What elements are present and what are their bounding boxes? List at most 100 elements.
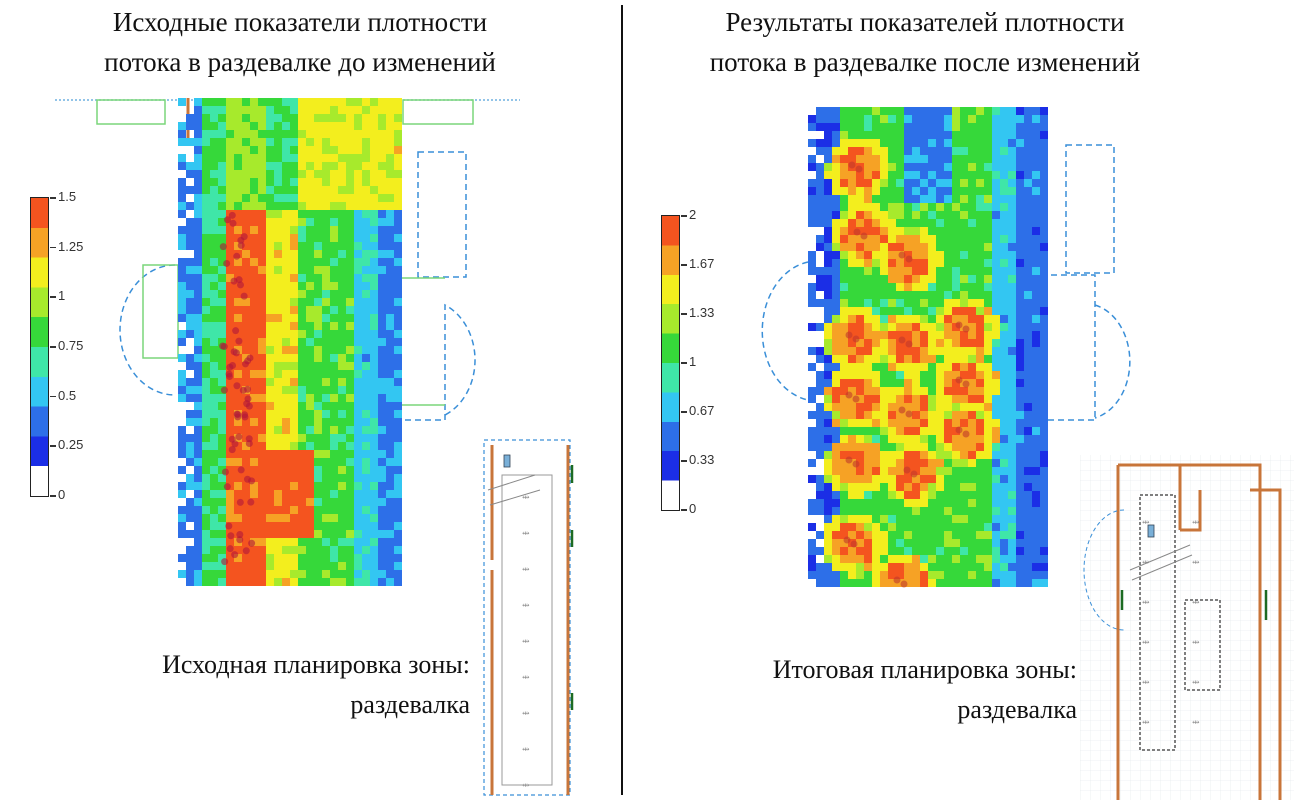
- heatmap-cell: [952, 107, 960, 115]
- heatmap-cell: [1024, 427, 1032, 435]
- heatmap-cell: [330, 578, 338, 586]
- heatmap-cell: [832, 187, 840, 195]
- heatmap-cell: [944, 547, 952, 555]
- heatmap-cell: [314, 314, 322, 322]
- heatmap-cell: [218, 378, 226, 386]
- heatmap-cell: [1024, 467, 1032, 475]
- heatmap-cell: [250, 394, 258, 402]
- heatmap-cell: [266, 554, 274, 562]
- heatmap-cell: [314, 114, 322, 122]
- heatmap-cell: [306, 346, 314, 354]
- heatmap-cell: [346, 498, 354, 506]
- heatmap-cell: [920, 331, 928, 339]
- heatmap-cell: [1016, 315, 1024, 323]
- heatmap-cell: [904, 115, 912, 123]
- heatmap-cell: [888, 395, 896, 403]
- heatmap-cell: [872, 499, 880, 507]
- heatmap-cell: [856, 347, 864, 355]
- heatmap-cell: [386, 570, 394, 578]
- heatmap-cell: [282, 570, 290, 578]
- heatmap-cell: [314, 338, 322, 346]
- heatmap-cell: [848, 299, 856, 307]
- heatmap-cell: [258, 458, 266, 466]
- heatmap-cell: [1040, 107, 1048, 115]
- heatmap-cell: [242, 178, 250, 186]
- heatmap-cell: [282, 330, 290, 338]
- heatmap-cell: [178, 162, 186, 170]
- heatmap-cell: [920, 523, 928, 531]
- heatmap-cell: [960, 227, 968, 235]
- heatmap-cell: [242, 162, 250, 170]
- heatmap-cell: [1024, 379, 1032, 387]
- heatmap-cell: [386, 346, 394, 354]
- heatmap-cell: [1000, 227, 1008, 235]
- heatmap-cell: [386, 562, 394, 570]
- heatmap-cell: [840, 467, 848, 475]
- heatmap-cell: [346, 274, 354, 282]
- heatmap-cell: [186, 474, 194, 482]
- heatmap-cell: [816, 355, 824, 363]
- heatmap-cell: [298, 442, 306, 450]
- heatmap-cell: [362, 170, 370, 178]
- heatmap-cell: [186, 554, 194, 562]
- agent-dot: [853, 228, 861, 236]
- heatmap-cell: [354, 554, 362, 562]
- heatmap-cell: [354, 450, 362, 458]
- heatmap-cell: [888, 539, 896, 547]
- heatmap-cell: [1032, 331, 1040, 339]
- heatmap-cell: [322, 530, 330, 538]
- heatmap-cell: [896, 227, 904, 235]
- heatmap-cell: [976, 299, 984, 307]
- heatmap-cell: [960, 451, 968, 459]
- heatmap-cell: [314, 322, 322, 330]
- heatmap-cell: [992, 355, 1000, 363]
- heatmap-cell: [1016, 155, 1024, 163]
- heatmap-cell: [378, 530, 386, 538]
- heatmap-cell: [912, 243, 920, 251]
- heatmap-cell: [338, 394, 346, 402]
- heatmap-cell: [362, 474, 370, 482]
- heatmap-cell: [362, 426, 370, 434]
- heatmap-cell: [354, 242, 362, 250]
- heatmap-cell: [1040, 515, 1048, 523]
- heatmap-cell: [1016, 443, 1024, 451]
- heatmap-cell: [1040, 339, 1048, 347]
- heatmap-cell: [242, 322, 250, 330]
- heatmap-cell: [258, 178, 266, 186]
- heatmap-cell: [984, 531, 992, 539]
- heatmap-cell: [250, 314, 258, 322]
- heatmap-cell: [394, 298, 402, 306]
- heatmap-cell: [370, 506, 378, 514]
- heatmap-cell: [362, 250, 370, 258]
- heatmap-cell: [864, 131, 872, 139]
- heatmap-cell: [912, 371, 920, 379]
- heatmap-cell: [234, 386, 242, 394]
- heatmap-cell: [880, 387, 888, 395]
- heatmap-cell: [968, 547, 976, 555]
- heatmap-cell: [920, 163, 928, 171]
- heatmap-cell: [880, 171, 888, 179]
- heatmap-cell: [386, 122, 394, 130]
- heatmap-cell: [1032, 403, 1040, 411]
- heatmap-cell: [386, 210, 394, 218]
- heatmap-cell: [832, 467, 840, 475]
- heatmap-cell: [1008, 123, 1016, 131]
- heatmap-cell: [896, 387, 904, 395]
- heatmap-cell: [936, 435, 944, 443]
- heatmap-cell: [848, 563, 856, 571]
- heatmap-cell: [832, 219, 840, 227]
- seat-icon: ⇹: [1142, 637, 1150, 647]
- heatmap-cell: [242, 490, 250, 498]
- heatmap-cell: [960, 579, 968, 587]
- seat-icon: ⇹: [1192, 717, 1200, 727]
- heatmap-cell: [234, 170, 242, 178]
- heatmap-cell: [330, 450, 338, 458]
- heatmap-cell: [960, 419, 968, 427]
- heatmap-cell: [968, 331, 976, 339]
- heatmap-cell: [920, 515, 928, 523]
- heatmap-cell: [816, 195, 824, 203]
- heatmap-cell: [1032, 171, 1040, 179]
- heatmap-cell: [1032, 179, 1040, 187]
- heatmap-cell: [904, 299, 912, 307]
- heatmap-cell: [848, 523, 856, 531]
